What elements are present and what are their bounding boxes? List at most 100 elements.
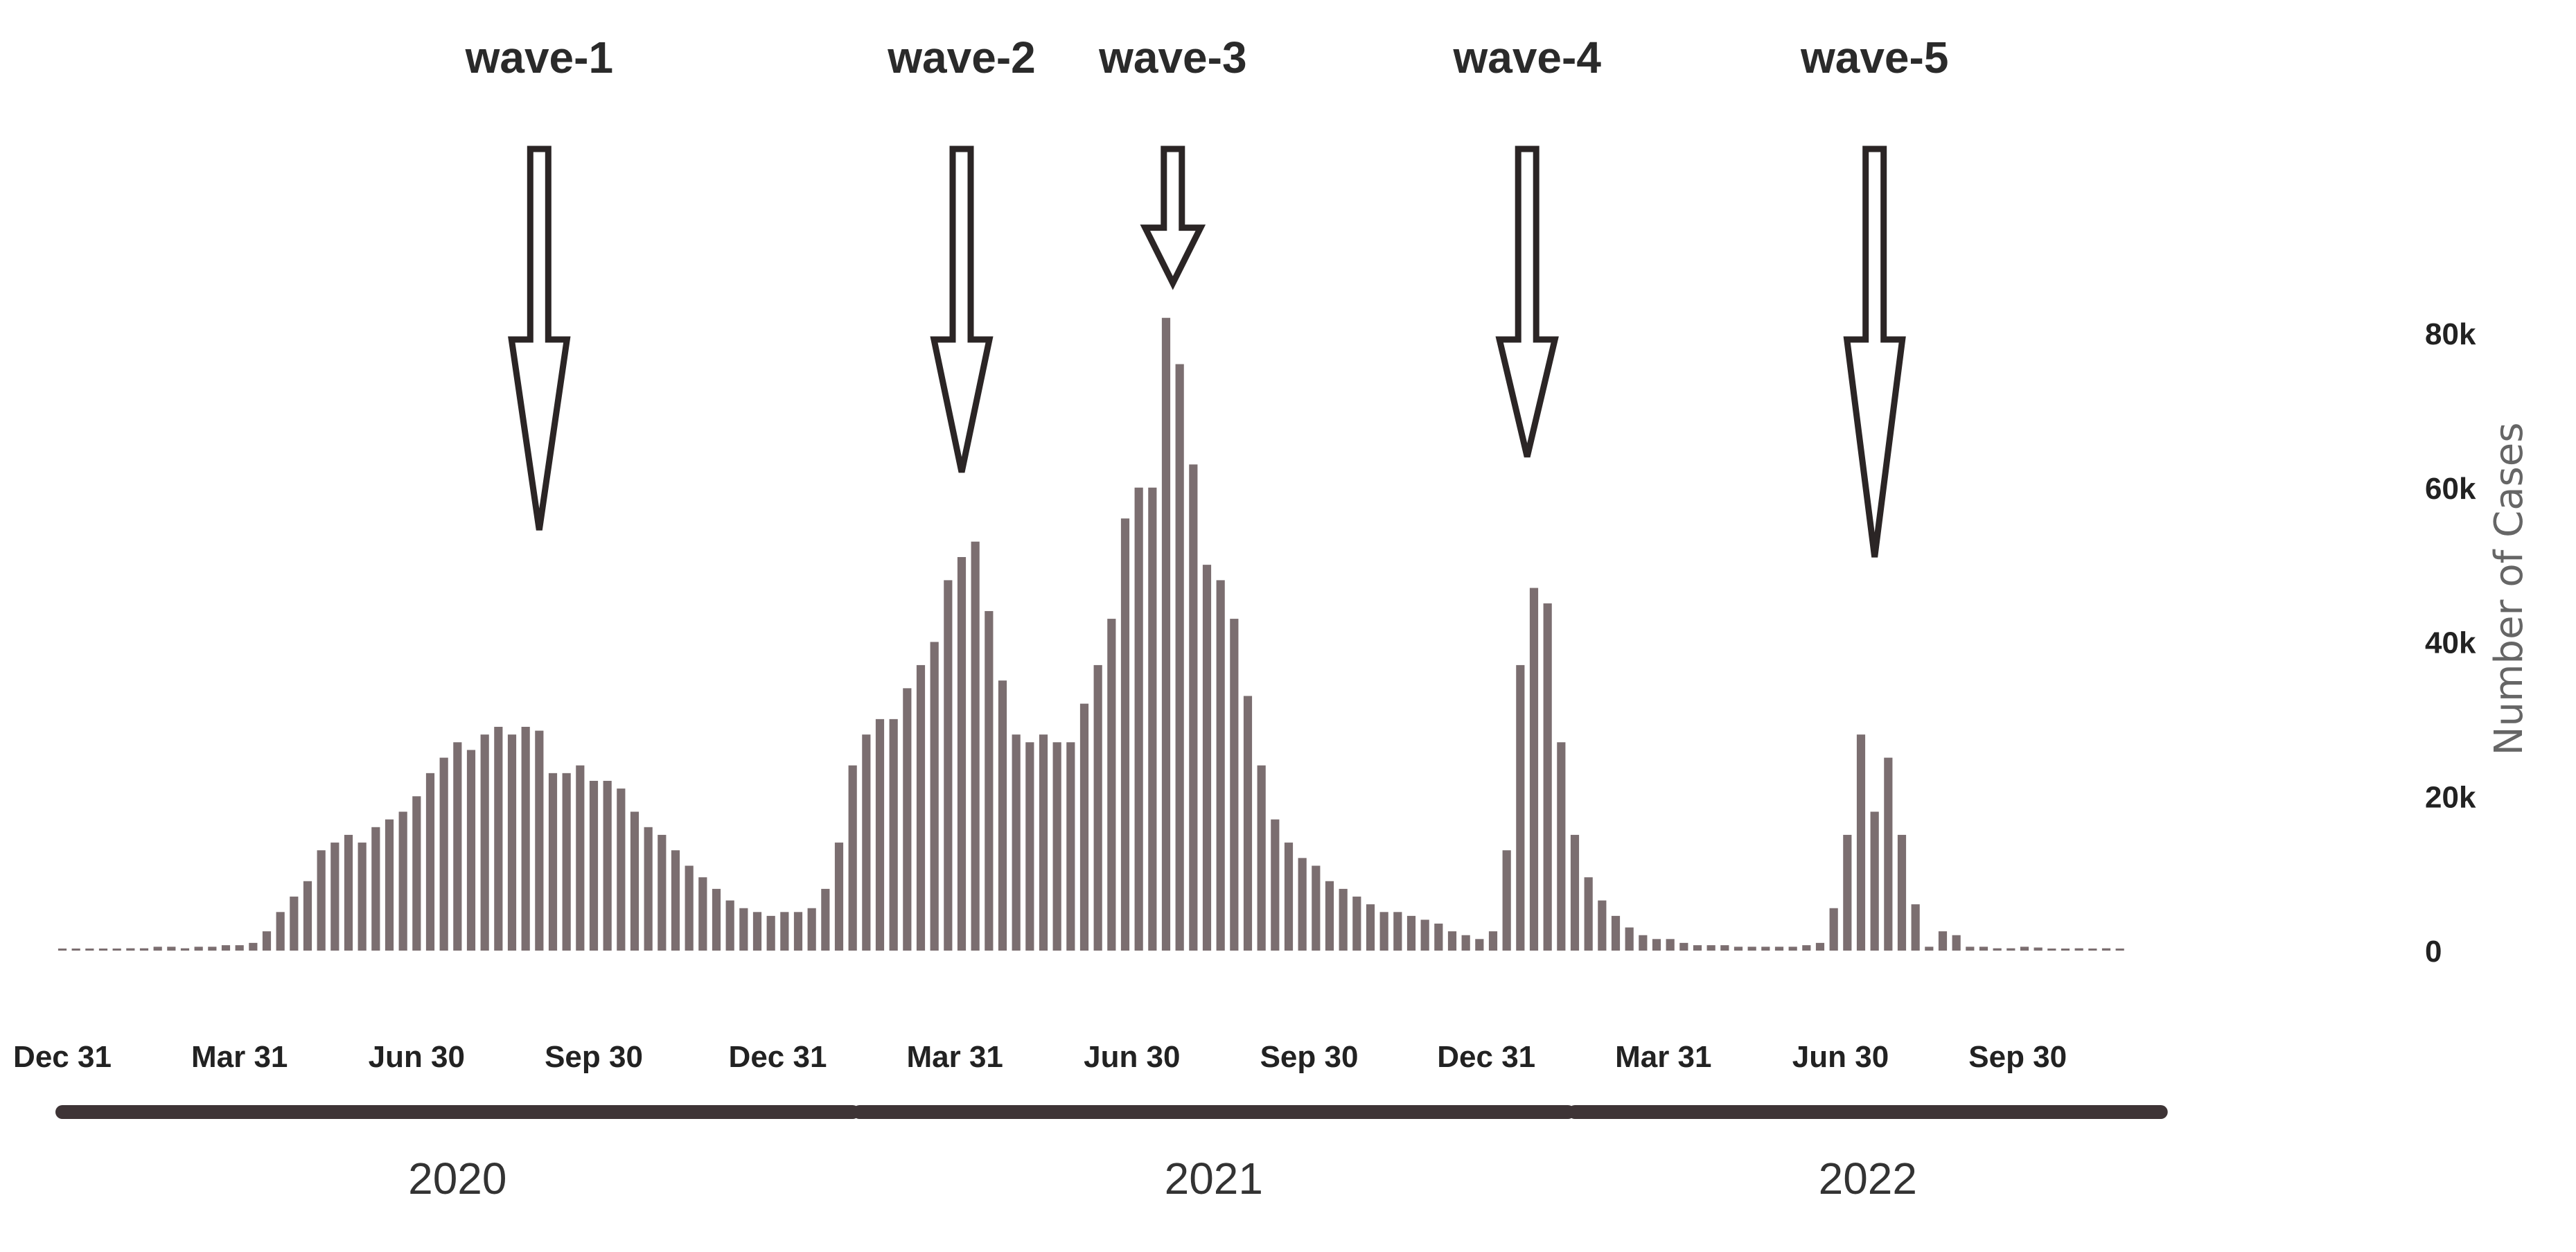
bar [2047,949,2056,951]
bar [507,734,517,951]
wave-label: wave-3 [1098,33,1246,82]
bar [1870,811,1879,951]
bar [521,727,530,951]
bar [1148,487,1157,951]
bar [848,765,857,951]
bar [1161,317,1171,951]
x-tick-label: Dec 31 [729,1040,827,1074]
bar [71,949,80,951]
bar [85,949,94,951]
bar [1856,734,1866,951]
bar [1529,588,1539,951]
bar [2101,948,2111,951]
bar [889,718,898,951]
year-label: 2021 [1165,1154,1263,1203]
x-tick-label: Jun 30 [1792,1040,1889,1074]
bar [466,750,476,951]
bar [1570,834,1580,951]
bar [330,843,339,951]
x-tick-label: Jun 30 [1084,1040,1180,1074]
x-tick-label: Sep 30 [1260,1040,1359,1074]
bar [112,949,121,951]
bar [1393,912,1402,951]
bar [167,946,176,951]
bar [985,610,994,951]
bar [1761,946,1770,951]
bar [1774,946,1784,951]
bar [1230,619,1239,951]
bar [1747,946,1756,951]
bar [971,541,980,951]
bar [1406,915,1416,951]
bar [1979,946,1988,951]
bar [821,888,830,951]
bar [1693,945,1702,951]
bar [807,908,816,951]
bar [1516,664,1525,951]
y-tick-label: 40k [2425,626,2476,660]
y-tick-label: 80k [2425,317,2476,351]
wave-labels: wave-1 wave-2 wave-3 wave-4 wave-5 [465,33,1949,82]
bar [1706,945,1715,951]
bar [576,765,585,951]
bar [1733,946,1743,951]
bar [1829,908,1838,951]
year-spans: 2020 2021 2022 [55,1105,2168,1203]
bar [58,949,67,951]
bar [1802,945,1811,951]
bar [1584,877,1593,951]
bar [1039,734,1048,951]
year-label: 2022 [1819,1154,1917,1203]
bar [249,942,258,951]
bar [1107,619,1116,951]
bars [58,317,2124,951]
bar [685,865,694,951]
bar [834,843,844,951]
bar [562,773,571,951]
bar [1216,580,1225,951]
bar [930,642,939,951]
bar [494,727,503,951]
bar [1938,931,1948,951]
bar [1312,865,1321,951]
bar [1025,742,1034,951]
y-tick-label: 60k [2425,472,2476,506]
bar [1379,912,1388,951]
x-tick-label: Jun 30 [369,1040,465,1074]
bar [1952,935,1961,951]
bar [1052,742,1061,951]
x-tick-label: Sep 30 [545,1040,643,1074]
bar [2115,949,2124,951]
bar [535,730,544,951]
bar [766,915,775,951]
bar [1175,364,1184,951]
y-tick-label: 0 [2425,935,2442,969]
bar [126,948,135,951]
wave-arrow [508,146,571,531]
bar [385,819,394,951]
bar [1325,881,1334,951]
bar [439,757,448,951]
bar [658,834,667,951]
bar [2006,948,2015,951]
bar [317,850,326,951]
bar [1189,464,1198,951]
x-tick-label: Dec 31 [13,1040,112,1074]
bar [398,811,407,951]
bar [1366,904,1375,951]
bar [780,912,789,951]
bar [671,850,680,951]
bar [1420,919,1429,951]
bar [1447,931,1457,951]
bar [1257,765,1266,951]
bar [1093,664,1102,951]
bar [194,946,203,951]
bar [480,734,489,951]
bar [548,773,558,951]
wave-label: wave-2 [887,33,1035,82]
bar [1884,757,1893,951]
bar [1611,915,1621,951]
bar [1434,924,1443,951]
bar [1079,703,1089,951]
bar [862,734,871,951]
